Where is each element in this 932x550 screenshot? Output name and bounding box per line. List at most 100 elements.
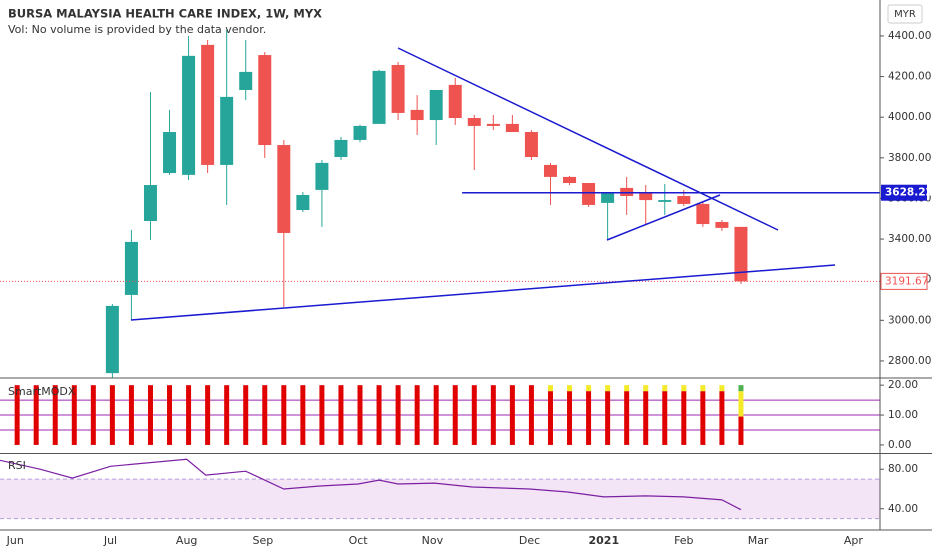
bar-segment	[186, 385, 192, 445]
candle-body	[734, 226, 748, 282]
candle-body	[677, 196, 691, 204]
bar-segment	[586, 391, 592, 445]
bar-segment	[205, 385, 211, 445]
y-tick-label: 3800.00	[888, 152, 931, 164]
candle-body	[505, 123, 519, 133]
y-tick-label: 10.00	[888, 409, 918, 421]
candle-body	[696, 203, 710, 225]
y-tick-label: 2800.00	[888, 355, 931, 367]
bar-segment	[281, 385, 287, 445]
x-tick-label: Jul	[103, 534, 117, 547]
bar-segment	[643, 391, 649, 445]
candle-body	[410, 109, 424, 121]
candle-body	[182, 55, 196, 175]
bar-segment	[471, 385, 477, 445]
bar-segment	[643, 385, 649, 392]
bar-segment	[319, 385, 325, 445]
panel	[0, 385, 880, 445]
bar-segment	[224, 385, 230, 445]
candle-body	[163, 132, 177, 174]
y-tick-label: 4200.00	[888, 71, 931, 83]
bar-segment	[624, 385, 630, 392]
bar-segment	[547, 391, 553, 445]
bar-segment	[662, 391, 668, 445]
candle-body	[543, 164, 557, 177]
panel	[0, 29, 880, 378]
bar-segment	[433, 385, 439, 445]
panel	[0, 458, 880, 520]
x-tick-label: Nov	[422, 534, 444, 547]
y-tick-label: 40.00	[888, 503, 918, 515]
bar-segment	[262, 385, 268, 445]
candle-body	[486, 123, 500, 126]
candle-body	[353, 125, 367, 140]
plot-layer	[0, 29, 880, 520]
candle-body	[524, 132, 538, 158]
candle-body	[715, 222, 729, 228]
last-price-box	[880, 272, 928, 290]
bar-segment	[567, 391, 573, 445]
currency-box[interactable]	[887, 4, 923, 24]
bar-segment	[509, 385, 515, 445]
bar-segment	[700, 391, 706, 445]
y-tick-label: 4000.00	[888, 111, 931, 123]
bar-segment	[700, 385, 706, 392]
x-tick-label: Sep	[252, 534, 273, 547]
bar-segment	[586, 385, 592, 392]
candle-body	[239, 71, 253, 90]
bar-segment	[33, 385, 39, 445]
x-tick-label: Apr	[844, 534, 864, 547]
candle-body	[143, 185, 157, 221]
candle-body	[372, 70, 386, 124]
subtitle: Vol: No volume is provided by the data v…	[8, 23, 266, 36]
candle-body	[391, 64, 405, 113]
candle-body	[315, 162, 329, 190]
bar-segment	[147, 385, 153, 445]
y-tick-label: 0.00	[888, 439, 911, 451]
bar-segment	[624, 391, 630, 445]
panel-title: RSI	[8, 459, 26, 472]
currency[interactable]: MYR	[894, 9, 916, 20]
bar-segment	[719, 391, 725, 445]
candle-body	[105, 305, 119, 374]
bar-segment	[719, 385, 725, 392]
y-tick-label: 3400.00	[888, 233, 931, 245]
x-tick-label: Dec	[519, 534, 540, 547]
candle-body	[582, 183, 596, 205]
bar-segment	[14, 385, 20, 445]
x-tick-label: Aug	[176, 534, 197, 547]
bar-segment	[300, 385, 306, 445]
bar-segment	[452, 385, 458, 445]
trend-line	[130, 264, 836, 321]
panel-title: SmartMODX	[8, 385, 76, 398]
candle-body	[467, 118, 481, 126]
candle-body	[620, 187, 634, 197]
bar-segment	[128, 385, 134, 445]
bar-segment	[90, 385, 96, 445]
bar-segment	[376, 385, 382, 445]
candle-body	[563, 176, 577, 184]
trend-line	[606, 194, 721, 241]
chart-title: BURSA MALAYSIA HEALTH CARE INDEX, 1W, MY…	[8, 7, 322, 21]
bar-segment	[681, 385, 687, 392]
candle-body	[601, 192, 615, 203]
bar-segment	[52, 385, 58, 445]
bar-segment	[357, 385, 363, 445]
bar-segment	[338, 385, 344, 445]
candle-body	[124, 241, 138, 295]
candle-body	[334, 139, 348, 158]
candle-body	[220, 96, 234, 165]
bar-segment	[547, 385, 553, 392]
candle-body	[639, 192, 653, 201]
band	[0, 479, 880, 519]
y-tick-label: 20.00	[888, 379, 918, 391]
bar-segment	[490, 385, 496, 445]
level-label-box	[881, 184, 927, 201]
bar-segment	[395, 385, 401, 445]
x-tick-label: Feb	[674, 534, 693, 547]
level-label: 3628.22	[885, 187, 932, 199]
bar-segment	[662, 385, 668, 392]
x-tick-label: Jun	[6, 534, 24, 547]
x-tick-label: Mar	[748, 534, 769, 547]
